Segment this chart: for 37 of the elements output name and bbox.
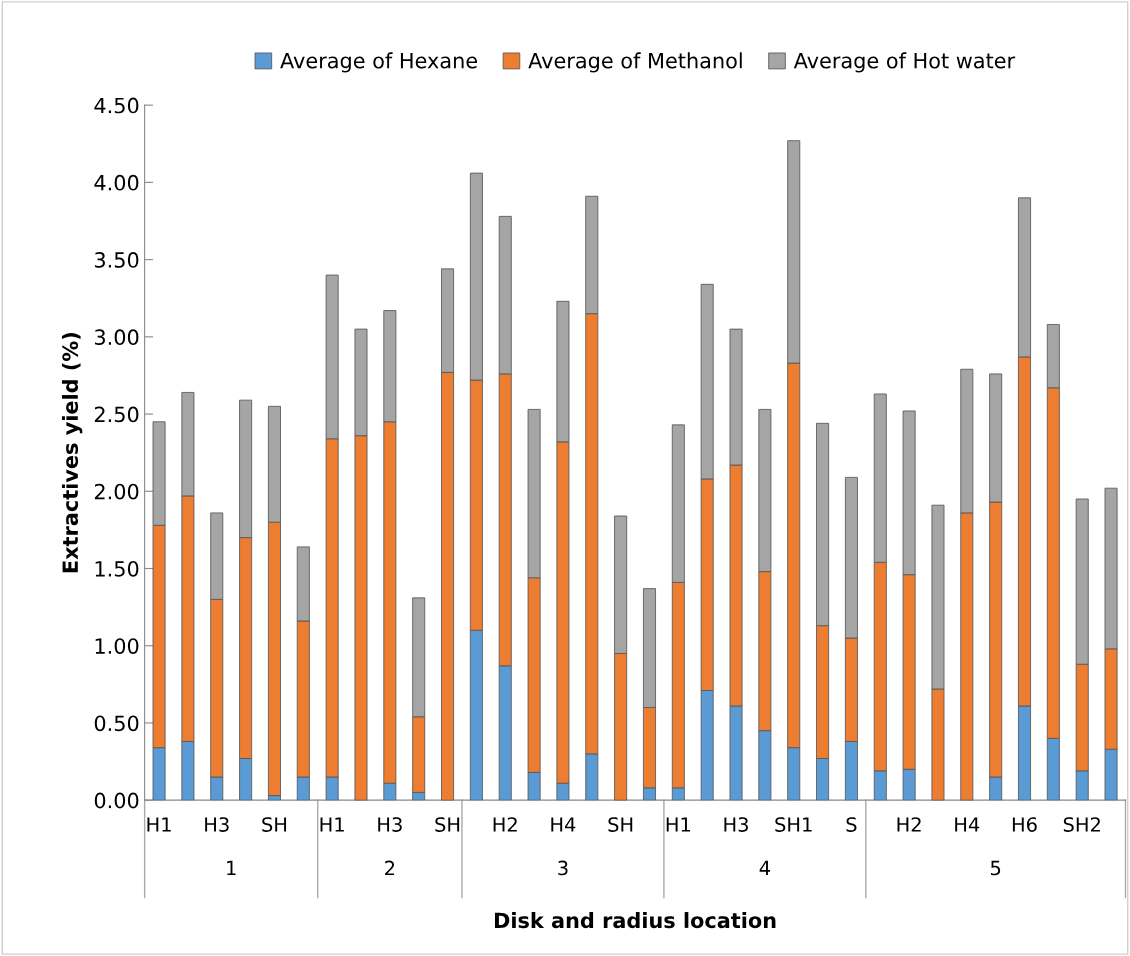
x-tick-label: H1: [666, 817, 691, 832]
text: 3: [558, 860, 568, 876]
x-tick-label: S: [846, 817, 857, 832]
text: 4: [759, 860, 770, 876]
x-tick-label: H1: [320, 817, 344, 832]
x-tick-label: H3: [378, 817, 402, 832]
y-tick-label: 4.00: [94, 174, 139, 191]
legend-label: Average of Methanol: [528, 52, 742, 73]
x-tick-label: H4: [955, 817, 980, 832]
legend-label: Average of Hot water: [793, 52, 1016, 73]
x-tick-label: H2: [493, 817, 517, 832]
x-tick-label: H3: [724, 817, 748, 832]
x-tick-label: SH1: [775, 817, 812, 832]
x-axis-title: Disk and radius location: [494, 912, 776, 929]
y-tick-label: 1.50: [95, 560, 139, 577]
x-tick-label: SH: [262, 817, 287, 832]
y-tick-label: 1.00: [95, 638, 139, 654]
x-tick-label: SH2: [1063, 817, 1100, 832]
x-tick-label: H4: [551, 817, 576, 832]
y-tick-label: 0.00: [94, 792, 139, 809]
y-tick-label: 2.50: [94, 406, 139, 423]
x-tick-label: SH: [435, 817, 460, 832]
text: 1: [227, 860, 236, 876]
x-tick-label: H1: [147, 817, 171, 832]
x-tick-label: H2: [897, 817, 921, 832]
y-tick-label: 3.00: [94, 329, 139, 346]
text: 5: [990, 860, 1001, 876]
x-tick-label: H3: [205, 817, 229, 832]
x-tick-label: H6: [1012, 817, 1037, 832]
y-tick-label: 2.00: [94, 483, 139, 500]
y-tick-label: 4.50: [94, 97, 139, 114]
y-tick-label: 3.50: [94, 252, 139, 268]
legend-label: Average of Hexane: [280, 52, 478, 73]
y-tick-label: 0.50: [94, 715, 139, 732]
text: 2: [385, 860, 395, 876]
x-tick-label: SH: [608, 817, 633, 832]
y-axis-title: Extractives yield (%): [61, 333, 83, 573]
